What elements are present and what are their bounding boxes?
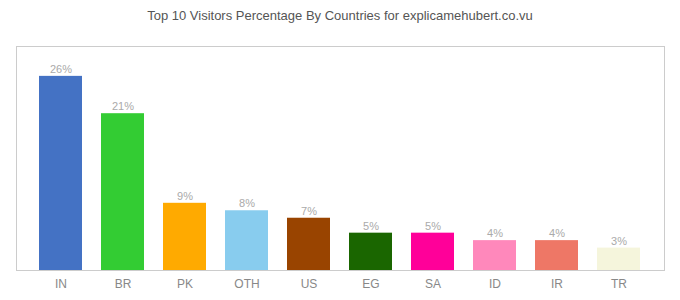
svg-text:5%: 5% <box>425 220 441 232</box>
svg-text:4%: 4% <box>549 227 565 239</box>
svg-text:21%: 21% <box>112 100 134 112</box>
svg-text:BR: BR <box>115 277 132 291</box>
svg-text:26%: 26% <box>50 63 72 75</box>
svg-text:OTH: OTH <box>234 277 259 291</box>
svg-text:ID: ID <box>489 277 501 291</box>
svg-text:3%: 3% <box>611 235 627 247</box>
html-text:Top 10 Visitors Percentage By: Top 10 Visitors Percentage By Countries … <box>147 8 533 23</box>
svg-text:7%: 7% <box>301 205 317 217</box>
svg-text:US: US <box>301 277 318 291</box>
svg-text:8%: 8% <box>239 197 255 209</box>
svg-text:5%: 5% <box>363 220 379 232</box>
svg-text:EG: EG <box>362 277 379 291</box>
svg-text:IN: IN <box>55 277 67 291</box>
svg-text:TR: TR <box>611 277 627 291</box>
svg-text:IR: IR <box>551 277 563 291</box>
svg-text:PK: PK <box>177 277 193 291</box>
svg-text:SA: SA <box>425 277 441 291</box>
svg-text:4%: 4% <box>487 227 503 239</box>
svg-text:9%: 9% <box>177 190 193 202</box>
